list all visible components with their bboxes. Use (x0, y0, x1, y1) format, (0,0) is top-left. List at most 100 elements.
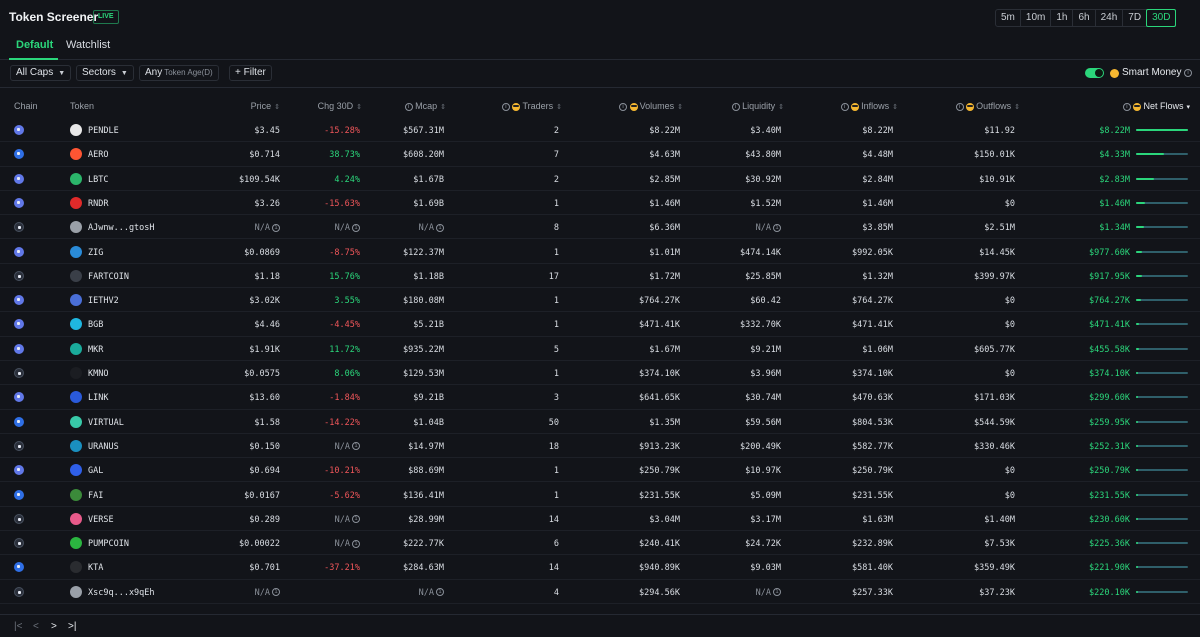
token-name[interactable]: LINK (88, 393, 109, 404)
table-row[interactable]: BGB $4.46 -4.45% $5.21B 1 $471.41K $332.70K $47… (0, 312, 1200, 337)
col-inflows[interactable]: i Inflows ⇕ (820, 101, 898, 111)
info-icon[interactable]: i (272, 223, 280, 232)
token-name[interactable]: IETHV2 (88, 296, 119, 307)
table-row[interactable]: PUMPCOIN $0.00022 N/A i $222.77K 6 $240.41K $24… (0, 531, 1200, 556)
cell-liquidity: $9.03M (750, 563, 781, 573)
add-filter-button[interactable]: + Filter (229, 65, 272, 81)
table-row[interactable]: MKR $1.91K 11.72% $935.22M 5 $1.67M $9.21M $1.0… (0, 337, 1200, 361)
table-row[interactable]: RNDR $3.26 -15.63% $1.69B 1 $1.46M $1.52M $1.46… (0, 191, 1200, 216)
cell-outflows: $0 (1005, 296, 1015, 306)
timeframe-6h[interactable]: 6h (1073, 10, 1096, 26)
token-logo-icon (70, 512, 82, 525)
table-row[interactable]: URANUS $0.150 N/A i $14.97M 18 $913.23K $200.49… (0, 434, 1200, 459)
live-badge: LIVE (93, 10, 119, 24)
table-row[interactable]: PENDLE $3.45 -15.28% $567.31M 2 $8.22M $3.40M $… (0, 118, 1200, 143)
table-row[interactable]: FAI $0.0167 -5.62% $136.41M 1 $231.55K $5.09M $… (0, 483, 1200, 507)
net-flow-bar (1136, 420, 1188, 423)
table-row[interactable]: VERSE $0.289 N/A i $28.99M 14 $3.04M $3.17M $1.6… (0, 507, 1200, 532)
token-name[interactable]: Xsc9q...x9qEh (88, 587, 155, 598)
token-name[interactable]: ZIG (88, 247, 104, 258)
info-icon[interactable]: i (272, 588, 280, 597)
token-name[interactable]: AERO (88, 150, 109, 161)
info-icon[interactable]: i (352, 515, 360, 524)
token-name[interactable]: URANUS (88, 441, 119, 452)
table-row[interactable]: GAL $0.694 -10.21% $88.69M 1 $250.79K $10.97K $… (0, 458, 1200, 483)
mcap-value: $9.21B (413, 393, 444, 404)
col-volumes[interactable]: i Volumes ⇕ (605, 101, 683, 111)
outflows-value: $359.49K (974, 563, 1015, 574)
info-icon[interactable]: i (1184, 69, 1192, 77)
outflows-value: $150.01K (974, 150, 1015, 161)
token-name[interactable]: GAL (88, 466, 104, 477)
col-mcap[interactable]: i Mcap ⇕ (390, 101, 446, 111)
table-row[interactable]: ZIG $0.0869 -8.75% $122.37M 1 $1.01M $474.14K $… (0, 240, 1200, 264)
col-traders[interactable]: i Traders ⇕ (490, 101, 562, 111)
traders-value: 1 (553, 198, 559, 209)
timeframe-5m[interactable]: 5m (996, 10, 1021, 26)
info-icon[interactable]: i (352, 223, 360, 232)
info-icon[interactable]: i (352, 442, 360, 451)
timeframe-10m[interactable]: 10m (1021, 10, 1052, 26)
last-page-button[interactable]: >| (68, 621, 77, 632)
smart-money-toggle[interactable] (1085, 68, 1104, 78)
col-net-flows[interactable]: i Net Flows ▾ (1110, 101, 1190, 111)
cell-mcap: $5.21B (413, 320, 444, 330)
table-row[interactable]: LINK $13.60 -1.84% $9.21B 3 $641.65K $30.74M $4… (0, 385, 1200, 410)
col-outflows[interactable]: i Outflows ⇕ (940, 101, 1020, 111)
first-page-button[interactable]: |< (14, 621, 23, 632)
table-row[interactable]: Xsc9q...x9qEh N/A i N/A i 4 $294.56K N/A i $257.3… (0, 580, 1200, 604)
table-row[interactable]: AERO $0.714 38.73% $608.20M 7 $4.63M $43.80M $4… (0, 142, 1200, 167)
token-name[interactable]: PENDLE (88, 126, 119, 136)
net-flows-value: $917.95K (1089, 271, 1130, 282)
cell-outflows: $0 (1005, 199, 1015, 209)
token-name[interactable]: MKR (88, 344, 104, 355)
net-flow-bar (1136, 129, 1188, 131)
cell-traders: 2 (554, 175, 559, 185)
token-name[interactable]: RNDR (88, 198, 109, 209)
token-name[interactable]: FAI (88, 490, 104, 501)
cell-inflows: $1.63M (862, 515, 893, 525)
outflows-value: $2.51M (984, 223, 1015, 234)
table-row[interactable]: IETHV2 $3.02K 3.55% $180.08M 1 $764.27K $60.42… (0, 288, 1200, 313)
token-age-filter[interactable]: Any Token Age(D) (139, 65, 219, 81)
col-liquidity[interactable]: i Liquidity ⇕ (720, 101, 784, 111)
timeframe-1h[interactable]: 1h (1051, 10, 1074, 26)
sectors-dropdown[interactable]: Sectors ▼ (76, 65, 134, 81)
table-row[interactable]: KTA $0.701 -37.21% $284.63M 14 $940.89K $9.03M… (0, 555, 1200, 580)
tab-watchlist[interactable]: Watchlist (66, 39, 111, 51)
token-name[interactable]: BGB (88, 320, 104, 331)
timeframe-24h[interactable]: 24h (1096, 10, 1124, 26)
token-name[interactable]: AJwnw...gtosH (88, 223, 155, 234)
caps-dropdown[interactable]: All Caps ▼ (10, 65, 72, 81)
token-name[interactable]: FARTCOIN (88, 271, 129, 282)
timeframe-30d[interactable]: 30D (1146, 9, 1177, 27)
info-icon[interactable]: i (773, 588, 781, 597)
cell-volumes: $1.35M (649, 418, 680, 428)
next-page-button[interactable]: > (51, 621, 57, 632)
table-row[interactable]: FARTCOIN $1.18 15.76% $1.18B 17 $1.72M $25.85M… (0, 264, 1200, 289)
col-price[interactable]: Price ⇕ (250, 101, 280, 111)
volumes-value: $231.55K (639, 490, 680, 501)
col-chg[interactable]: Chg 30D ⇕ (317, 101, 362, 111)
prev-page-button[interactable]: < (33, 621, 39, 632)
table-row[interactable]: VIRTUAL $1.58 -14.22% $1.04B 50 $1.35M $59.56M… (0, 410, 1200, 434)
net-flow-bar-fill (1136, 590, 1138, 593)
token-name[interactable]: KTA (88, 563, 104, 574)
net-flow-bar (1136, 396, 1188, 399)
table-row[interactable]: AJwnw...gtosH N/A i N/A i N/A i 8 $6.36M N/A i $3.8… (0, 215, 1200, 240)
tab-default[interactable]: Default (16, 39, 54, 51)
token-name[interactable]: VIRTUAL (88, 417, 124, 428)
token-name[interactable]: VERSE (88, 514, 114, 525)
cell-net-flows: $471.41K (1089, 320, 1130, 330)
info-icon[interactable]: i (436, 588, 444, 597)
info-icon[interactable]: i (436, 223, 444, 232)
table-row[interactable]: KMNO $0.0575 8.06% $129.53M 1 $374.10K $3.96M $… (0, 361, 1200, 386)
token-name[interactable]: LBTC (88, 174, 109, 185)
token-name[interactable]: PUMPCOIN (88, 539, 129, 550)
info-icon[interactable]: i (773, 223, 781, 232)
info-icon[interactable]: i (352, 539, 360, 548)
table-row[interactable]: LBTC $109.54K 4.24% $1.67B 2 $2.85M $30.92M $2.… (0, 167, 1200, 191)
timeframe-7d[interactable]: 7D (1123, 10, 1148, 26)
token-name[interactable]: KMNO (88, 369, 109, 379)
cell-inflows: $374.10K (852, 369, 893, 379)
